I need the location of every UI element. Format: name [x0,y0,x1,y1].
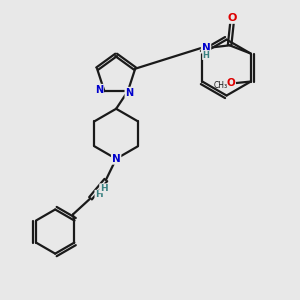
Text: O: O [227,13,237,23]
Text: O: O [226,78,235,88]
Text: H: H [202,50,209,59]
Text: N: N [95,85,103,94]
Text: N: N [125,88,134,98]
Text: N: N [202,43,210,53]
Text: N: N [112,154,121,164]
Text: CH₃: CH₃ [214,81,228,90]
Text: H: H [100,184,107,193]
Text: H: H [95,190,103,199]
